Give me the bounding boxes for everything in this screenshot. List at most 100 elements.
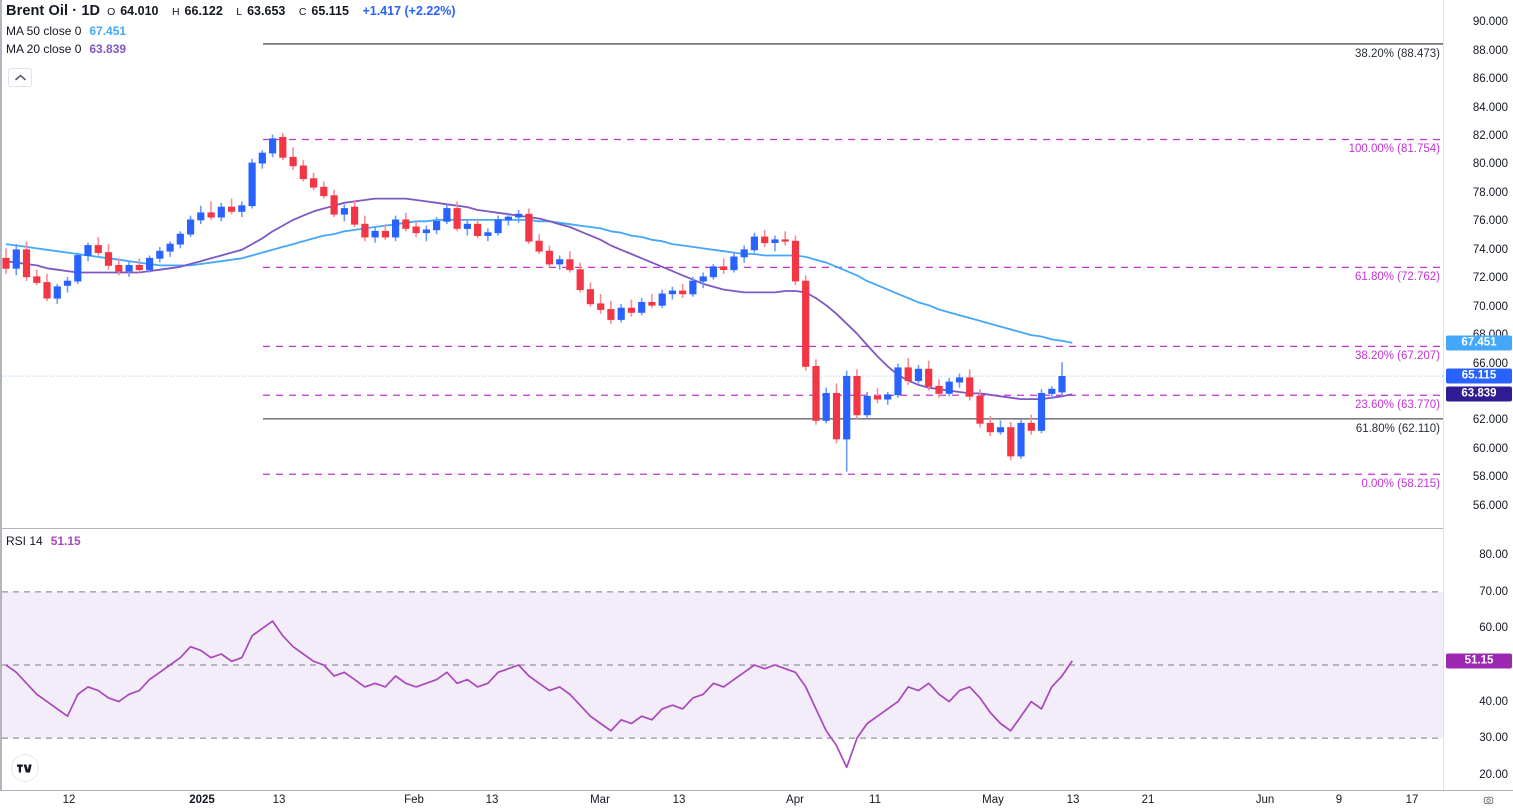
time-tick: 12 [62,794,76,806]
collapse-legend-button[interactable] [8,68,32,87]
pane-separator[interactable] [0,528,1443,529]
symbol-title[interactable]: Brent Oil · 1D [6,3,101,19]
candle-body [371,230,379,238]
symbol-row[interactable]: Brent Oil · 1D O 64.010 H 66.122 L 63.653 C… [6,3,461,21]
candle-body [156,250,164,259]
candle-body [730,256,738,271]
price-axis[interactable]: 90.000 88.000 86.000 84.000 82.000 80.000 78.0… [1444,0,1513,790]
tradingview-logo[interactable] [11,754,39,782]
candle-body [125,264,133,272]
high-label: H [171,6,180,18]
candle-body [494,219,502,234]
candle-body [966,377,974,397]
candle-body [432,220,441,231]
price-tick: 66.000 [1472,357,1508,370]
chart-legend: Brent Oil · 1D O 64.010 H 66.122 L 63.653 C… [6,3,461,57]
candle-body [320,186,328,197]
candle-body [33,276,41,283]
candlestick-series [2,133,1066,472]
candle-body [740,249,748,258]
rsi-label: RSI 14 [6,534,43,548]
indicator-ma50-value: 67.451 [89,24,127,38]
candle-body [422,229,431,234]
rsi-badge[interactable]: 51.15 [1446,653,1512,669]
time-tick: Jun [1255,794,1275,806]
fib-level-label[interactable]: 0.00% (58.215) [1361,478,1440,491]
candle-body [84,245,92,256]
price-tick: 76.000 [1472,215,1508,228]
candle-body [679,290,687,295]
fib-level-label[interactable]: 61.80% (62.110) [1355,422,1440,435]
candle-body [996,427,1005,433]
close-value: 65.115 [311,4,349,18]
candle-body [391,219,400,238]
candle-body [227,206,236,212]
candle-body [463,223,472,229]
candle-body [617,307,625,320]
price-tick: 72.000 [1472,272,1508,285]
rsi-value: 51.15 [50,534,81,548]
candle-body [248,162,256,207]
low-label: L [236,6,243,18]
indicator-ma50-label: MA 50 close 0 [6,24,82,38]
fib-level-label[interactable]: 100.00% (81.754) [1348,143,1440,156]
candle-body [689,280,697,295]
time-tick: Apr [786,794,804,806]
rsi-legend[interactable]: RSI 14 51.15 [6,533,81,549]
candle-body [268,138,277,154]
fib-level-label[interactable]: 23.60% (63.770) [1354,399,1440,412]
candle-body [412,226,420,234]
candle-body [166,243,174,252]
candle-body [350,206,359,225]
candle-body [515,213,523,218]
time-tick: 11 [869,794,881,806]
candle-body [853,375,861,416]
indicator-ma50[interactable]: MA 50 close 0 67.451 [6,23,461,39]
candle-body [1027,422,1035,431]
candle-body [145,257,154,271]
candle-body [176,233,184,245]
open-label: O [107,6,116,18]
price-tick: 62.000 [1472,414,1508,427]
fib-level-label[interactable]: 38.20% (88.473) [1354,47,1440,60]
candle-body [822,392,830,421]
candle-body [556,259,564,265]
candle-body [771,239,779,244]
change-value: +1.417 (+2.22%) [362,4,456,18]
candle-body [53,286,61,299]
candle-body [43,282,51,299]
rsi-tick: 70.00 [1479,585,1508,598]
candle-body [279,136,287,158]
price-tick: 60.000 [1472,442,1508,455]
candle-body [1058,375,1066,393]
price-badge[interactable]: 65.115 [1446,368,1512,384]
candle-body [843,375,851,440]
fib-level-label[interactable]: 38.20% (67.207) [1354,350,1440,363]
ma20-line [5,197,1073,400]
chevron-up-icon [14,74,26,81]
candle-body [2,257,10,269]
candle-body [104,252,113,266]
candle-body [484,232,492,236]
candle-body [94,245,102,253]
candle-body [720,266,728,270]
rsi-tick: 40.00 [1479,695,1508,708]
candle-body [955,377,964,383]
candle-body [238,205,246,212]
fib-level-label[interactable]: 61.80% (72.762) [1354,271,1440,284]
candle-body [976,395,984,424]
price-axis-border [1443,0,1444,790]
price-badge[interactable]: 63.839 [1446,386,1512,402]
candle-body [545,250,554,265]
price-badge[interactable]: 67.451 [1446,335,1512,351]
candle-body [381,230,390,238]
time-tick: 13 [485,794,499,806]
chart-settings-button[interactable] [1478,790,1498,810]
indicator-ma20[interactable]: MA 20 close 0 63.839 [6,41,461,57]
price-tick: 86.000 [1472,73,1508,86]
candle-body [648,301,656,306]
candle-body [217,206,225,218]
candle-body [22,249,31,278]
candle-body [586,289,595,305]
